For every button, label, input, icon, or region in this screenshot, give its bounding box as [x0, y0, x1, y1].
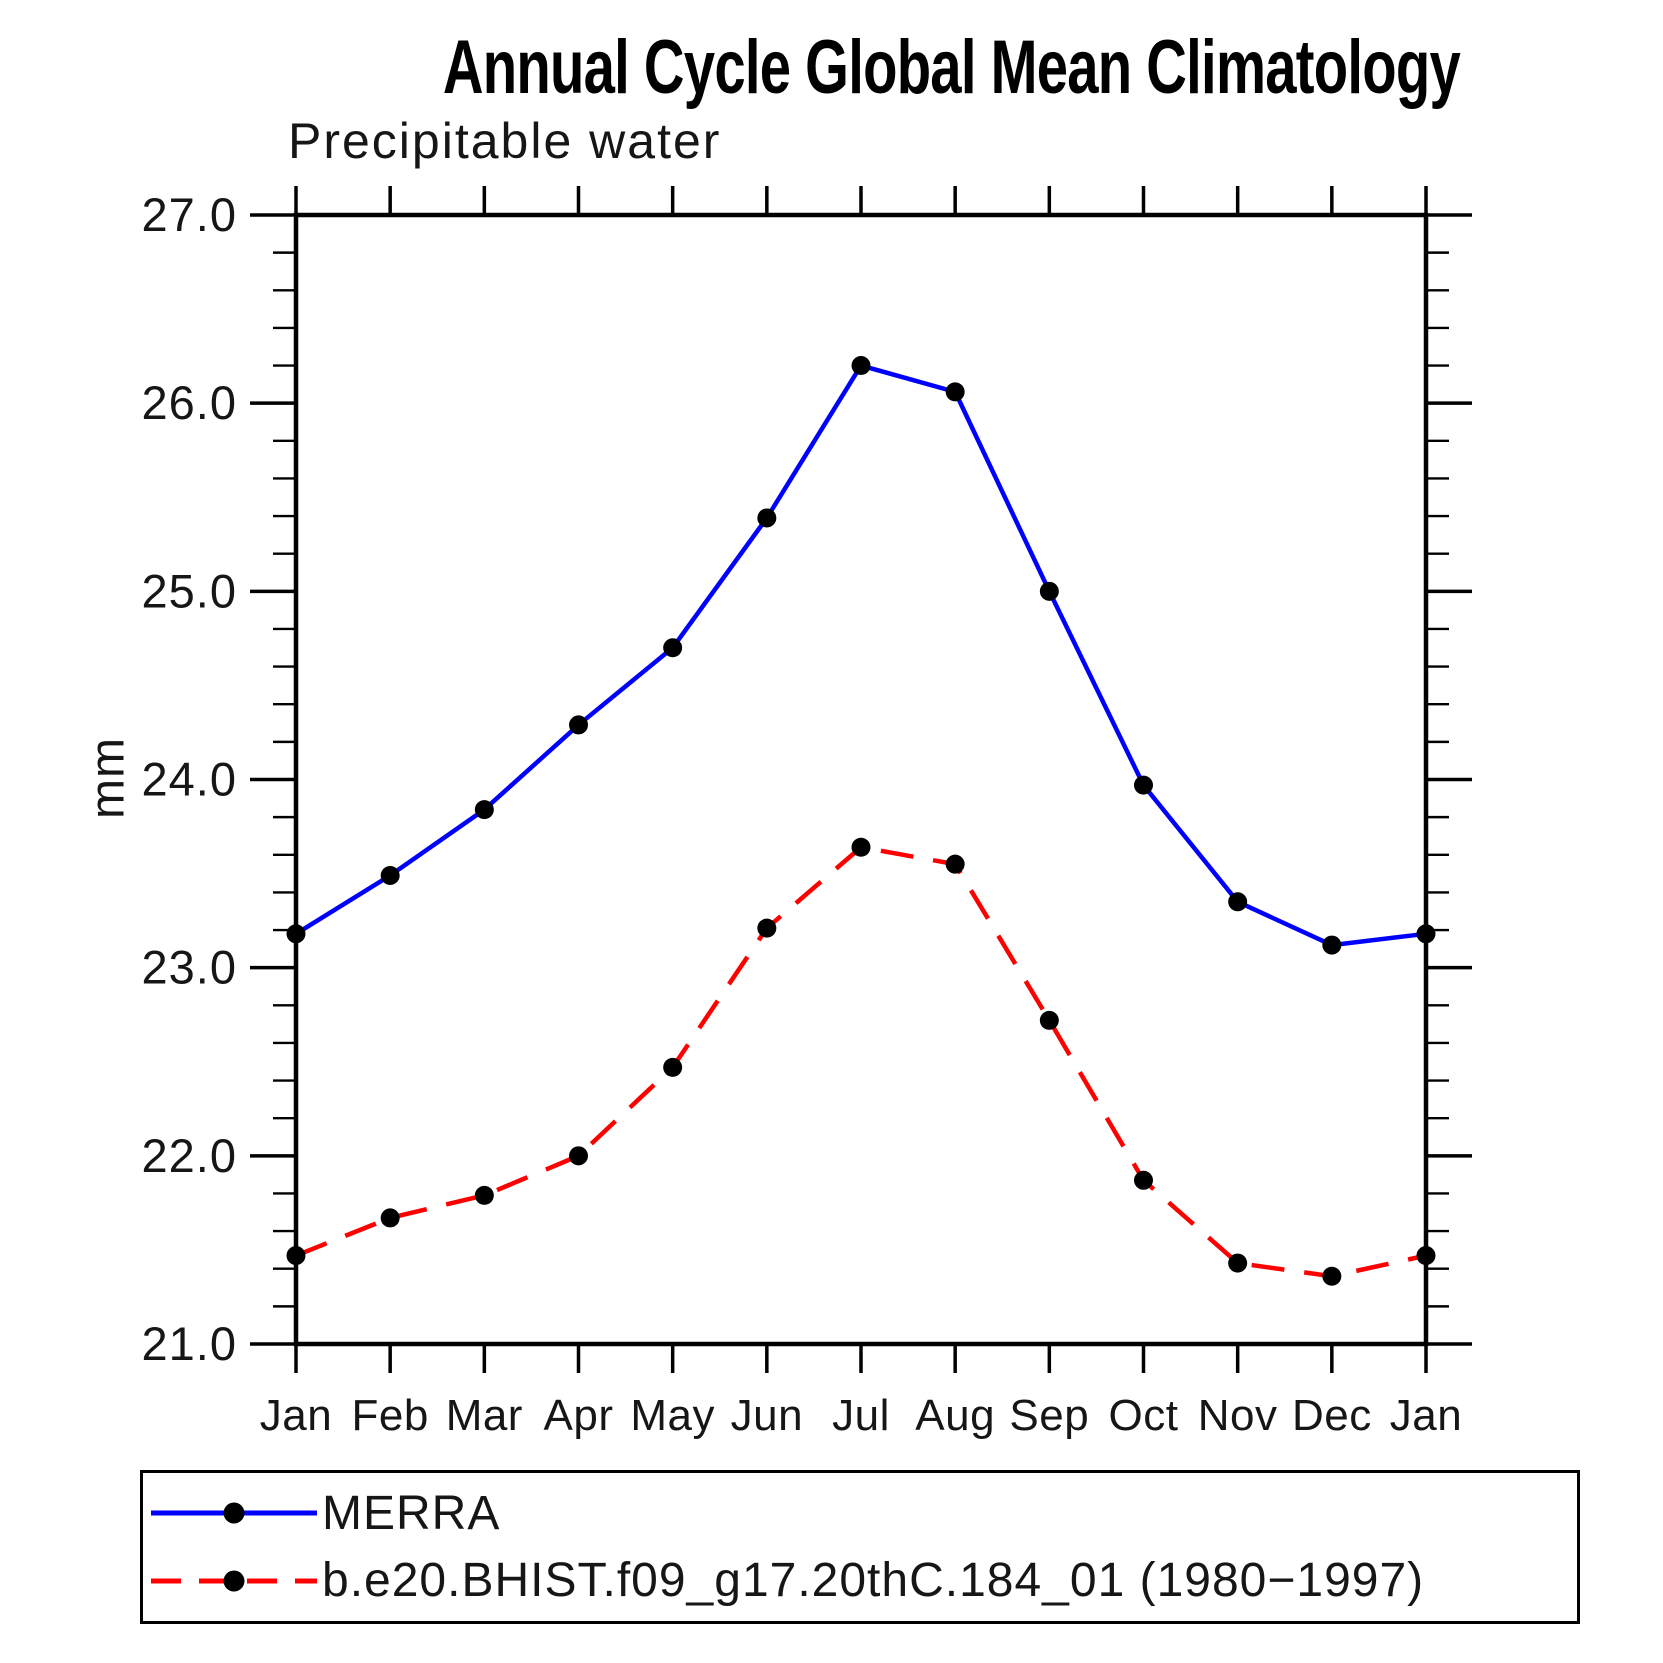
data-point-marker: [663, 1057, 683, 1077]
data-point-marker: [757, 918, 777, 938]
data-point-marker: [1134, 1170, 1153, 1190]
data-point-marker: [380, 865, 400, 885]
data-point-marker: [1416, 1246, 1436, 1266]
data-point-marker: [286, 1246, 306, 1266]
plot-frame: [293, 212, 1429, 1347]
x-tick-label: Sep: [1009, 1391, 1089, 1440]
data-point-marker: [1416, 924, 1436, 944]
y-tick-label: 22.0: [142, 1129, 237, 1182]
legend-marker-dot: [223, 1570, 245, 1592]
chart-subtitle: Precipitable water: [288, 113, 722, 169]
y-tick-label: 24.0: [142, 753, 237, 806]
data-point-marker: [1322, 1266, 1342, 1286]
data-point-marker: [1134, 775, 1153, 795]
data-point-marker: [945, 854, 965, 874]
x-tick-label: Jun: [731, 1391, 803, 1440]
y-tick-label: 23.0: [142, 941, 237, 994]
legend-sample-model: [151, 1570, 317, 1592]
data-point-marker: [945, 382, 965, 402]
x-tick-label: Aug: [915, 1391, 995, 1440]
x-tick-label: Jan: [1390, 1391, 1462, 1440]
data-point-marker: [1228, 1253, 1248, 1273]
data-point-marker: [569, 715, 588, 735]
legend-sample-merra: [151, 1502, 317, 1524]
data-point-marker: [1039, 581, 1059, 601]
x-tick-label: Feb: [352, 1391, 429, 1440]
x-tick-label: Apr: [544, 1391, 614, 1440]
data-point-marker: [1322, 935, 1342, 955]
legend-row-merra: MERRA: [149, 1482, 1577, 1544]
data-point-marker: [851, 837, 871, 857]
legend: MERRA b.e20.BHIST.f09_g17.20thC.184_01 (…: [140, 1470, 1580, 1624]
data-point-marker: [663, 638, 683, 658]
x-tick-label: Oct: [1109, 1391, 1179, 1440]
legend-row-model: b.e20.BHIST.f09_g17.20thC.184_01 (1980−1…: [149, 1550, 1577, 1612]
x-tick-label: Jul: [832, 1391, 890, 1440]
x-tick-label: Nov: [1198, 1391, 1278, 1440]
x-tick-label: Dec: [1292, 1391, 1372, 1440]
data-point-marker: [1039, 1010, 1059, 1030]
data-point-marker: [474, 1185, 494, 1205]
data-point-marker: [851, 356, 871, 376]
y-tick-label: 21.0: [142, 1317, 237, 1370]
data-point-marker: [569, 1146, 588, 1166]
x-tick-label: May: [630, 1391, 715, 1440]
data-point-marker: [757, 508, 777, 528]
y-tick-label: 25.0: [142, 564, 237, 617]
y-tick-label: 26.0: [142, 376, 237, 429]
legend-marker-dot: [223, 1502, 245, 1524]
legend-label-model: b.e20.BHIST.f09_g17.20thC.184_01 (1980−1…: [322, 1554, 1425, 1608]
data-point-marker: [286, 924, 306, 944]
y-tick-label: 27.0: [142, 188, 237, 241]
data-point-marker: [474, 800, 494, 820]
x-tick-label: Mar: [446, 1391, 523, 1440]
series-line-merra: [294, 363, 1427, 948]
data-point-marker: [380, 1208, 400, 1228]
legend-label-merra: MERRA: [322, 1486, 501, 1540]
x-tick-label: Jan: [260, 1391, 332, 1440]
data-point-marker: [1228, 892, 1248, 912]
